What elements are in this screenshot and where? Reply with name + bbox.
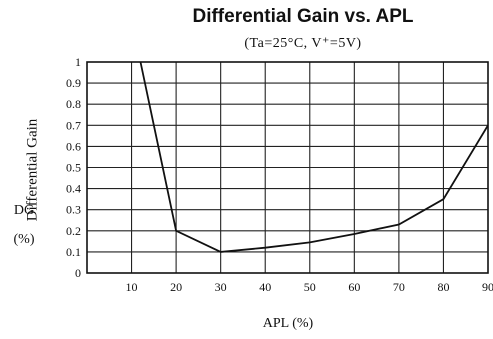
series-group bbox=[139, 61, 489, 253]
x-tick-label: 90 bbox=[482, 280, 493, 294]
y-tick-label: 0.8 bbox=[66, 97, 81, 111]
x-axis-label: APL (%) bbox=[262, 316, 314, 331]
x-tick-label: 80 bbox=[437, 280, 449, 294]
chart-subtitle: (Ta=25°C, V⁺=5V) bbox=[244, 36, 362, 51]
x-tick-label: 20 bbox=[170, 280, 182, 294]
y-tick-label: 0.7 bbox=[66, 118, 81, 132]
y-tick-label: 0.9 bbox=[66, 76, 81, 90]
y-tick-labels: 0 0.1 0.2 0.3 0.4 0.5 0.6 0.7 0.8 0.9 1 bbox=[66, 55, 81, 280]
chart-title: Differential Gain vs. APL bbox=[192, 6, 414, 27]
x-tick-label: 60 bbox=[348, 280, 360, 294]
plot-frame bbox=[86, 61, 489, 274]
series-line bbox=[139, 61, 489, 253]
y-tick-label: 1 bbox=[75, 55, 81, 69]
grid-lines bbox=[87, 62, 488, 273]
y-axis-unit: (%) bbox=[13, 232, 35, 247]
y-axis-symbol: DG bbox=[13, 203, 35, 218]
x-tick-label: 70 bbox=[393, 280, 405, 294]
y-tick-label: 0.3 bbox=[66, 203, 81, 217]
x-tick-label: 10 bbox=[126, 280, 138, 294]
y-tick-label: 0.6 bbox=[66, 139, 81, 153]
y-tick-label: 0 bbox=[75, 266, 81, 280]
x-tick-label: 50 bbox=[304, 280, 316, 294]
y-tick-label: 0.1 bbox=[66, 245, 81, 259]
x-tick-labels: 10 20 30 40 50 60 70 80 90 bbox=[126, 280, 493, 294]
x-tick-label: 40 bbox=[259, 280, 271, 294]
y-tick-label: 0.4 bbox=[66, 182, 81, 196]
y-tick-label: 0.2 bbox=[66, 224, 81, 238]
y-tick-label: 0.5 bbox=[66, 161, 81, 175]
x-tick-label: 30 bbox=[215, 280, 227, 294]
